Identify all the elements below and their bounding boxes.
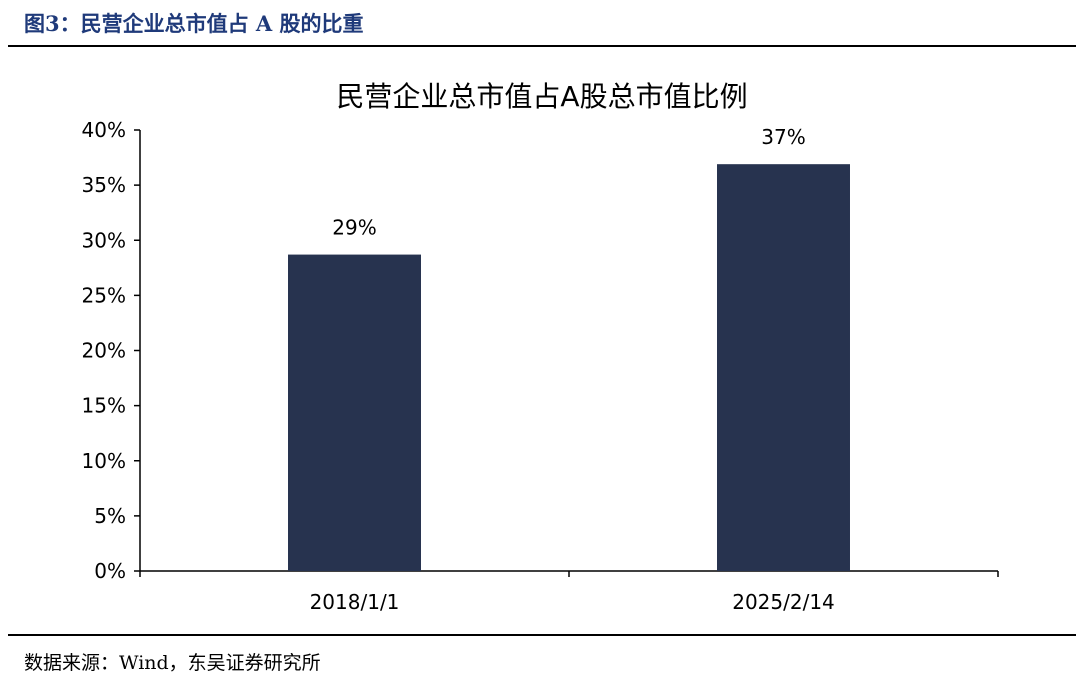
- data-label: 37%: [761, 125, 805, 149]
- bottom-rule: [8, 634, 1076, 636]
- y-tick-label: 0%: [94, 559, 126, 583]
- x-tick-label: 2025/2/14: [732, 590, 835, 614]
- bar: [717, 164, 850, 571]
- bars: [288, 164, 850, 571]
- figure-caption: 图3：民营企业总市值占 A 股的比重: [24, 11, 364, 36]
- source-note: 数据来源：Wind，东吴证券研究所: [24, 652, 321, 674]
- x-axis: 2018/1/1 2025/2/14: [139, 570, 999, 614]
- y-tick-label: 40%: [82, 118, 126, 142]
- y-tick-label: 5%: [94, 504, 126, 528]
- x-tick-label: 2018/1/1: [310, 590, 400, 614]
- y-tick-label: 35%: [82, 173, 126, 197]
- bar: [288, 254, 421, 571]
- data-label: 29%: [332, 216, 376, 240]
- chart-title: 民营企业总市值占A股总市值比例: [336, 80, 747, 113]
- y-tick-label: 10%: [82, 449, 126, 473]
- y-tick-label: 25%: [82, 283, 126, 307]
- y-axis: 0% 5% 10% 15% 20% 25% 30% 35% 40%: [82, 118, 141, 583]
- bar-chart: 民营企业总市值占A股总市值比例 0% 5% 10% 15% 20% 25% 30% 35% 40…: [82, 80, 999, 614]
- top-rule: [8, 45, 1076, 47]
- y-tick-label: 30%: [82, 228, 126, 252]
- data-labels: 29% 37%: [332, 125, 805, 239]
- y-tick-label: 20%: [82, 339, 126, 363]
- y-tick-label: 15%: [82, 394, 126, 418]
